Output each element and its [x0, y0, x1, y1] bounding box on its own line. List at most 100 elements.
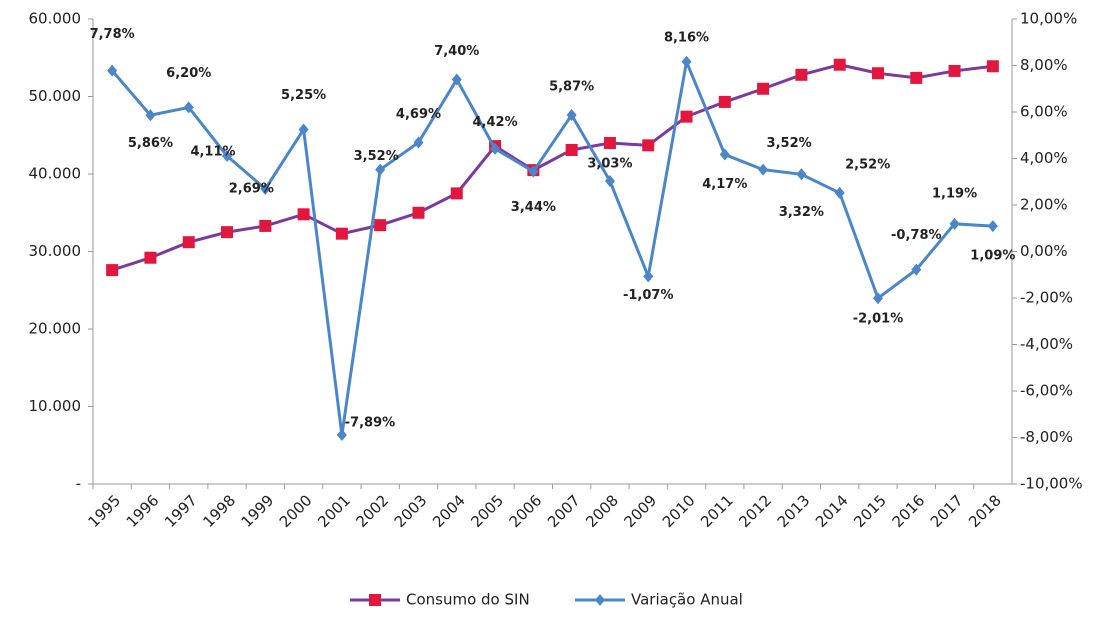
marker	[642, 139, 655, 152]
marker	[182, 236, 195, 249]
data-label: 3,44%	[511, 200, 556, 215]
marker	[872, 292, 883, 305]
x-tick-label: 2009	[621, 491, 661, 531]
marker	[757, 82, 770, 95]
marker	[987, 220, 998, 233]
y2-tick-label: -10,00%	[1020, 475, 1083, 493]
data-label: 4,42%	[473, 115, 518, 130]
data-label: 1,09%	[970, 249, 1015, 264]
legend-marker	[369, 594, 381, 606]
marker	[450, 187, 463, 200]
y-tick-label: 50.000	[29, 87, 82, 105]
data-label: 5,87%	[549, 80, 594, 95]
marker	[795, 68, 808, 81]
data-label: 3,32%	[779, 205, 824, 220]
marker	[680, 110, 693, 123]
marker	[106, 264, 119, 277]
x-tick-label: 2006	[506, 491, 546, 531]
marker	[412, 206, 425, 219]
y2-tick-label: 6,00%	[1020, 103, 1068, 121]
marker	[758, 163, 769, 176]
x-tick-label: 1995	[84, 491, 124, 531]
marker	[949, 217, 960, 230]
x-tick-label: 1999	[238, 491, 278, 531]
x-tick-label: 2004	[429, 491, 469, 531]
marker	[298, 123, 309, 136]
x-tick-label: 1997	[161, 491, 201, 531]
x-tick-label: 2015	[850, 491, 890, 531]
marker	[604, 175, 615, 188]
data-label: 2,69%	[229, 181, 274, 196]
y2-tick-label: 0,00%	[1020, 242, 1068, 260]
data-label: 6,20%	[166, 66, 211, 81]
x-tick-label: 2018	[965, 491, 1005, 531]
x-tick-label: 2010	[659, 491, 699, 531]
marker	[374, 219, 387, 232]
data-label: 1,19%	[932, 186, 977, 201]
marker	[719, 148, 730, 161]
data-label: -1,07%	[623, 288, 674, 303]
marker	[221, 226, 234, 239]
marker	[796, 168, 807, 181]
series-line	[111, 56, 993, 436]
y-tick-label: 40.000	[29, 165, 82, 183]
data-label: 7,40%	[434, 44, 479, 59]
x-tick-label: 2007	[544, 491, 584, 531]
marker	[986, 60, 999, 73]
legend-label: Consumo do SIN	[406, 591, 530, 609]
data-label: 3,03%	[587, 157, 632, 172]
y2-tick-label: 4,00%	[1020, 149, 1068, 167]
y-tick-label: 60.000	[29, 10, 82, 28]
marker	[183, 101, 194, 114]
marker	[681, 55, 692, 68]
marker	[910, 71, 923, 84]
x-tick-label: 2001	[314, 491, 354, 531]
marker	[718, 95, 731, 108]
marker	[833, 58, 846, 71]
data-label: -7,89%	[345, 415, 396, 430]
data-label: 4,17%	[702, 177, 747, 192]
y-tick-label: 30.000	[29, 242, 82, 260]
marker	[451, 73, 462, 86]
x-tick-label: 2008	[582, 491, 622, 531]
y-tick-label: -	[76, 475, 81, 493]
y2-tick-label: 10,00%	[1020, 10, 1077, 28]
marker	[144, 251, 157, 264]
marker	[107, 64, 118, 77]
x-tick-label: 2011	[697, 491, 737, 531]
marker	[413, 136, 424, 149]
marker	[565, 143, 578, 156]
marker	[335, 227, 348, 240]
x-tick-label: 2000	[276, 491, 316, 531]
x-tick-label: 1996	[123, 491, 163, 531]
marker	[297, 208, 310, 221]
marker	[834, 186, 845, 199]
data-label: -0,78%	[891, 228, 942, 243]
y-tick-label: 10.000	[29, 397, 82, 415]
data-label: -2,01%	[853, 312, 904, 327]
x-tick-label: 2002	[352, 491, 392, 531]
data-label: 3,52%	[767, 136, 812, 151]
x-tick-label: 2017	[927, 491, 967, 531]
marker	[566, 109, 577, 122]
marker	[260, 182, 271, 195]
marker	[222, 149, 233, 162]
data-label: 2,52%	[845, 157, 890, 172]
x-tick-label: 1998	[199, 491, 239, 531]
marker	[603, 137, 616, 149]
data-label: 5,25%	[281, 88, 326, 103]
marker	[375, 163, 386, 176]
marker	[948, 64, 961, 77]
marker	[490, 142, 501, 155]
marker	[911, 263, 922, 276]
y2-tick-label: -2,00%	[1020, 289, 1073, 307]
y-tick-label: 20.000	[29, 320, 82, 338]
data-label: 7,78%	[90, 27, 135, 42]
x-tick-label: 2012	[735, 491, 775, 531]
data-label: 4,69%	[396, 107, 441, 122]
y2-tick-label: 8,00%	[1020, 56, 1068, 74]
marker	[528, 165, 539, 178]
y2-tick-label: -8,00%	[1020, 428, 1073, 446]
legend-label: Variação Anual	[631, 591, 743, 609]
